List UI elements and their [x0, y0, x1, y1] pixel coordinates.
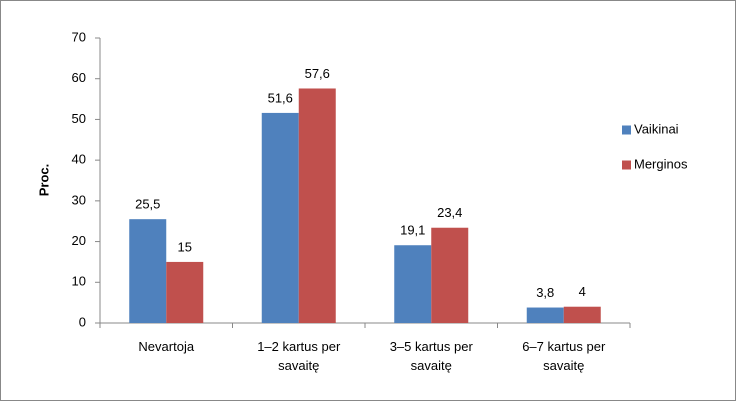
- y-tick-label: 0: [79, 314, 86, 329]
- bar: [166, 261, 204, 323]
- data-label: 4: [579, 284, 586, 299]
- bar: [526, 307, 564, 323]
- data-label: 19,1: [400, 223, 425, 238]
- bar: [394, 245, 432, 323]
- x-tick-label: Nevartoja: [138, 339, 195, 354]
- y-tick-label: 60: [72, 70, 86, 85]
- data-label: 23,4: [437, 205, 462, 220]
- legend-label: Vaikinai: [634, 121, 679, 136]
- bar: [563, 306, 601, 323]
- data-label: 51,6: [268, 90, 293, 105]
- y-tick-label: 70: [72, 29, 86, 44]
- data-label: 25,5: [135, 197, 160, 212]
- y-tick-label: 40: [72, 152, 86, 167]
- y-tick-label: 50: [72, 111, 86, 126]
- data-label: 3,8: [536, 285, 554, 300]
- legend-swatch: [622, 125, 631, 135]
- bar: [298, 88, 336, 323]
- y-axis-label: Proc.: [36, 164, 51, 197]
- bar: [431, 227, 469, 323]
- y-tick-label: 20: [72, 233, 86, 248]
- bar: [129, 219, 167, 323]
- legend-label: Merginos: [634, 156, 688, 171]
- legend-swatch: [622, 160, 631, 170]
- x-tick-label: 1–2 kartus per savaitę: [257, 339, 341, 373]
- y-tick-label: 30: [72, 192, 86, 207]
- bar: [261, 112, 299, 324]
- x-tick-label: 6–7 kartus per savaitę: [522, 339, 606, 373]
- y-tick-label: 10: [72, 274, 86, 289]
- data-label: 57,6: [305, 66, 330, 81]
- x-tick-label: 3–5 kartus per savaitę: [389, 339, 473, 373]
- data-label: 15: [178, 239, 192, 254]
